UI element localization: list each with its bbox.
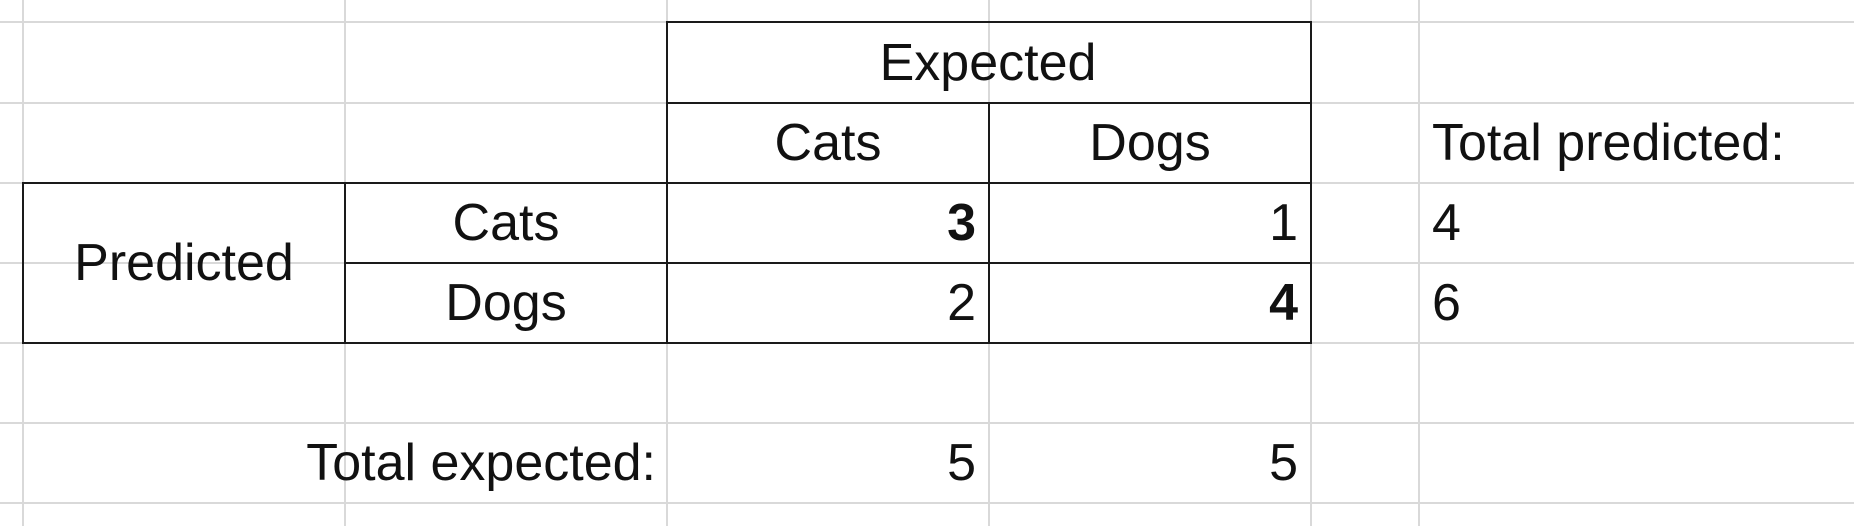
table-border [666,21,1312,23]
total-predicted-value-cell[interactable]: 6 [1432,274,1461,332]
table-border [1310,21,1312,344]
predicted-label-cell[interactable]: Predicted [74,234,294,292]
expected-col-dogs-cell[interactable]: Dogs [1089,114,1211,172]
gridline [0,502,1854,504]
total-predicted-value-cell[interactable]: 4 [1432,194,1461,252]
expected-col-cats-cell[interactable]: Cats [774,114,882,172]
table-border [22,182,24,344]
total-expected-value-cell[interactable]: 5 [947,434,976,492]
total-expected-label-cell[interactable]: Total expected: [306,434,656,492]
total-expected-value-cell[interactable]: 5 [1269,434,1298,492]
predicted-row-dogs-cell[interactable]: Dogs [445,274,567,332]
table-border [344,182,346,344]
table-border [666,21,668,344]
matrix-value-cell[interactable]: 4 [1269,274,1298,332]
table-border [988,102,990,344]
predicted-row-cats-cell[interactable]: Cats [452,194,560,252]
table-border [344,262,1312,264]
matrix-value-cell[interactable]: 2 [947,274,976,332]
gridline [0,422,1854,424]
matrix-value-cell[interactable]: 1 [1269,194,1298,252]
matrix-value-cell[interactable]: 3 [947,194,976,252]
expected-header-cell[interactable]: Expected [879,33,1097,92]
total-predicted-label-cell[interactable]: Total predicted: [1432,114,1785,172]
